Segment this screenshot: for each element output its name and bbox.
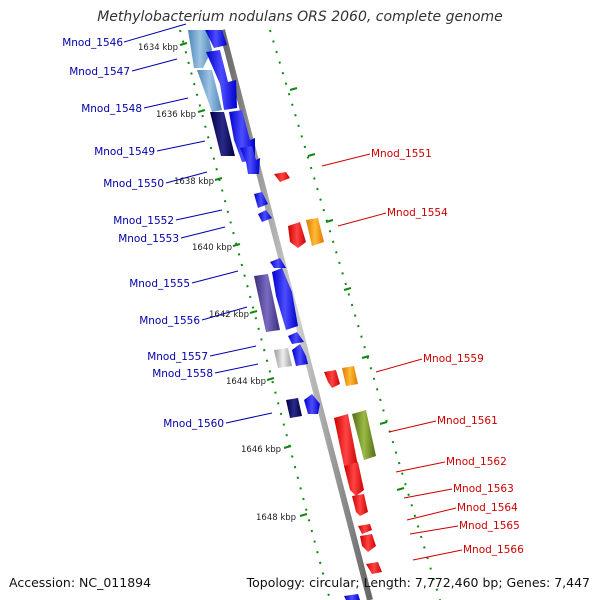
gene-Mnod_1561[interactable]: [334, 414, 358, 476]
gene-Mnod_1547[interactable]: [197, 70, 222, 112]
kbp-label-1636: 1636 kbp: [156, 110, 196, 120]
gene-Mnod_1547-pair[interactable]: [206, 50, 237, 110]
gene-Mnod_1551[interactable]: [274, 172, 290, 182]
gene-label[interactable]: Mnod_1556: [139, 315, 200, 327]
gene-label[interactable]: Mnod_1551: [371, 148, 432, 160]
gene-label[interactable]: Mnod_1562: [446, 456, 507, 468]
gene-Mnod_1566[interactable]: [360, 534, 376, 552]
kbp-label-1646: 1646 kbp: [241, 445, 281, 455]
map-title: Methylobacterium nodulans ORS 2060, comp…: [97, 9, 503, 25]
gene-label[interactable]: Mnod_1566: [463, 544, 524, 556]
kbp-label-1648: 1648 kbp: [256, 513, 296, 523]
minus-gene-labels: Mnod_1551 Mnod_1554 Mnod_1559 Mnod_1561 …: [371, 148, 524, 556]
gene-label[interactable]: Mnod_1564: [457, 502, 518, 514]
gene-label[interactable]: Mnod_1552: [113, 215, 174, 227]
gene-Mnod_1556-pair[interactable]: [272, 268, 298, 330]
topology-info: Topology: circular; Length: 7,772,460 bp…: [246, 575, 590, 590]
gene-Mnod_1555[interactable]: [270, 258, 286, 268]
gene-Mnod_1560[interactable]: [286, 398, 302, 418]
gene-label[interactable]: Mnod_1560: [163, 418, 224, 430]
gene-Mnod_1556[interactable]: [254, 274, 280, 332]
gene-Mnod_1546[interactable]: [188, 30, 212, 68]
leader-lines-plus: [123, 23, 273, 424]
gene-Mnod_1559[interactable]: [324, 370, 340, 388]
gene-label[interactable]: Mnod_1555: [129, 278, 190, 290]
accession-label: Accession: NC_011894: [9, 575, 152, 590]
gene-Mnod_1562[interactable]: [344, 462, 364, 496]
gene-bottom-minus[interactable]: [366, 562, 382, 574]
gene-label[interactable]: Mnod_1550: [103, 178, 164, 190]
kbp-ticks: [179, 42, 405, 517]
gene-label[interactable]: Mnod_1558: [152, 368, 213, 380]
gene-Mnod_1558-pair[interactable]: [292, 344, 308, 366]
gene-Mnod_1559-pair[interactable]: [342, 366, 358, 386]
gene-Mnod_1558[interactable]: [274, 348, 292, 368]
gene-label[interactable]: Mnod_1548: [81, 103, 142, 115]
kbp-label-1642: 1642 kbp: [209, 310, 249, 320]
gene-Mnod_1554-pair[interactable]: [306, 218, 324, 246]
gene-label[interactable]: Mnod_1554: [387, 207, 448, 219]
gene-label[interactable]: Mnod_1546: [62, 37, 123, 49]
gene-Mnod_1565[interactable]: [358, 524, 372, 534]
gene-label[interactable]: Mnod_1563: [453, 483, 514, 495]
gene-label[interactable]: Mnod_1557: [147, 351, 208, 363]
gene-label[interactable]: Mnod_1553: [118, 233, 179, 245]
kbp-label-1644: 1644 kbp: [226, 377, 266, 387]
gene-Mnod_1557[interactable]: [288, 332, 304, 344]
gene-label[interactable]: Mnod_1547: [69, 66, 130, 78]
gene-Mnod_1546-pair[interactable]: [205, 30, 227, 48]
gene-Mnod_1548[interactable]: [240, 146, 260, 174]
right-dotted-guide: [269, 29, 441, 600]
gene-label[interactable]: Mnod_1559: [423, 353, 484, 365]
left-dotted-guide: [179, 29, 331, 600]
gene-Mnod_1561-pair[interactable]: [352, 410, 376, 460]
gene-label[interactable]: Mnod_1549: [94, 146, 155, 158]
gene-Mnod_1553[interactable]: [258, 210, 272, 222]
kbp-label-1634: 1634 kbp: [138, 43, 178, 53]
kbp-tick-labels: 1634 kbp 1636 kbp 1638 kbp 1640 kbp 1642…: [138, 43, 296, 523]
gene-Mnod_1563[interactable]: [352, 494, 368, 516]
kbp-label-1638: 1638 kbp: [174, 177, 214, 187]
kbp-label-1640: 1640 kbp: [192, 243, 232, 253]
minus-strand-genes: [274, 172, 382, 574]
gene-label[interactable]: Mnod_1565: [459, 520, 520, 532]
gene-label[interactable]: Mnod_1561: [437, 415, 498, 427]
gene-Mnod_1554[interactable]: [288, 222, 306, 248]
leader-lines-minus: [321, 153, 463, 561]
gene-bottom-plus[interactable]: [344, 594, 360, 600]
gene-Mnod_1560-pair[interactable]: [304, 394, 320, 414]
gene-Mnod_1549[interactable]: [210, 112, 235, 156]
gene-Mnod_1552[interactable]: [254, 192, 268, 208]
plus-gene-labels: Mnod_1546 Mnod_1547 Mnod_1548 Mnod_1549 …: [62, 37, 224, 430]
plus-strand-genes: [188, 30, 360, 600]
